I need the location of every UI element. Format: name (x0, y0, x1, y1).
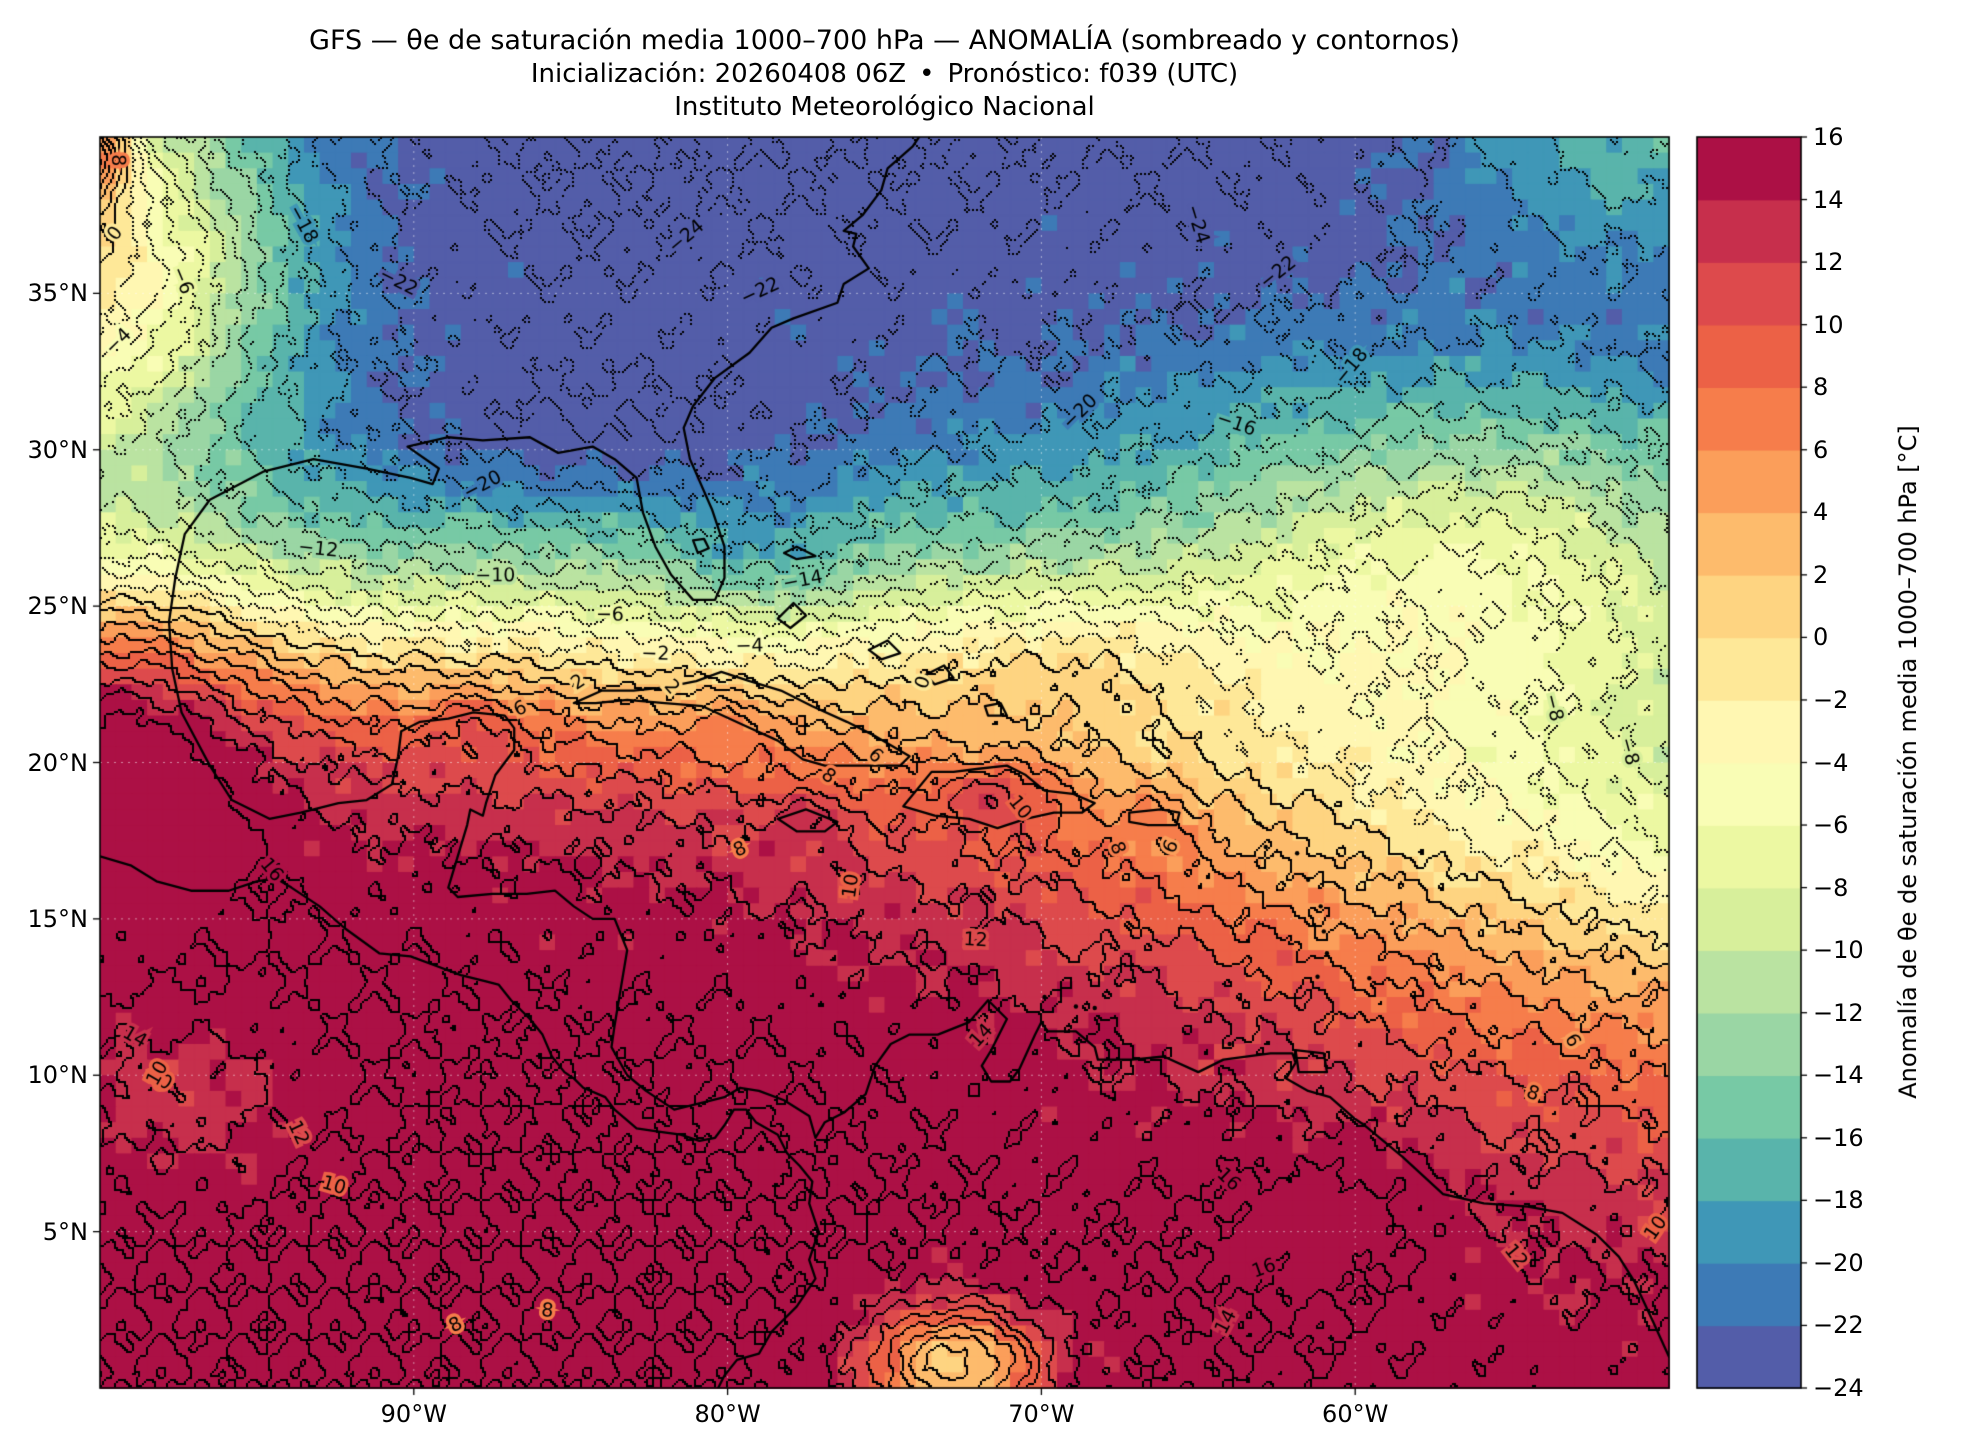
colorbar-tick-label: −6 (1813, 811, 1849, 840)
colorbar-tick-label: 12 (1813, 248, 1844, 277)
y-axis-tick-label: 35°N (27, 279, 89, 308)
colorbar-tick-label: 16 (1813, 123, 1844, 151)
chart-title: GFS — θe de saturación media 1000–700 hP… (309, 25, 1460, 56)
colorbar-tick-label: −10 (1813, 936, 1864, 965)
colorbar-tick-label: 8 (1813, 373, 1829, 402)
colorbar-tick-label: −22 (1813, 1311, 1864, 1340)
colorbar-tick-label: 4 (1813, 498, 1829, 527)
colorbar-tick-label: −24 (1813, 1374, 1864, 1402)
colorbar-tick-label: −14 (1813, 1061, 1864, 1090)
x-axis-tick-label: 60°W (1322, 1400, 1389, 1428)
title-block: GFS — θe de saturación media 1000–700 hP… (100, 24, 1669, 124)
colorbar-tick-label: 10 (1813, 310, 1844, 339)
y-axis-tick-label: 25°N (27, 592, 89, 621)
y-axis-tick-label: 30°N (27, 435, 89, 464)
colorbar-label: Anomalía de θe de saturación media 1000–… (1894, 425, 1922, 1099)
colorbar-tick-label: −12 (1813, 998, 1864, 1027)
y-axis-tick-label: 10°N (27, 1061, 89, 1090)
chart-subtitle: Inicialización: 20260408 06Z • Pronóstic… (530, 59, 1239, 89)
x-axis-tick-label: 70°W (1008, 1400, 1075, 1428)
colorbar-tick-label: 2 (1813, 560, 1829, 589)
colorbar-tick-label: 6 (1813, 435, 1829, 464)
x-axis-tick-label: 90°W (380, 1400, 447, 1428)
colorbar-tick-label: −18 (1813, 1186, 1864, 1215)
chart-institution: Instituto Meteorológico Nacional (674, 92, 1095, 122)
colorbar-tick-label: 0 (1813, 623, 1829, 652)
colorbar-tick-label: −16 (1813, 1123, 1864, 1152)
colorbar-tick-label: −20 (1813, 1248, 1864, 1277)
colorbar-tick-label: −8 (1813, 873, 1849, 902)
colorbar-tick-label: −4 (1813, 748, 1849, 777)
colorbar-tick-label: −2 (1813, 685, 1849, 714)
x-axis-tick-label: 80°W (694, 1400, 761, 1428)
y-axis-tick-label: 5°N (42, 1217, 88, 1246)
y-axis-tick-label: 20°N (27, 748, 89, 777)
colorbar-tick-label: 14 (1813, 185, 1844, 214)
y-axis-tick-label: 15°N (27, 904, 89, 933)
